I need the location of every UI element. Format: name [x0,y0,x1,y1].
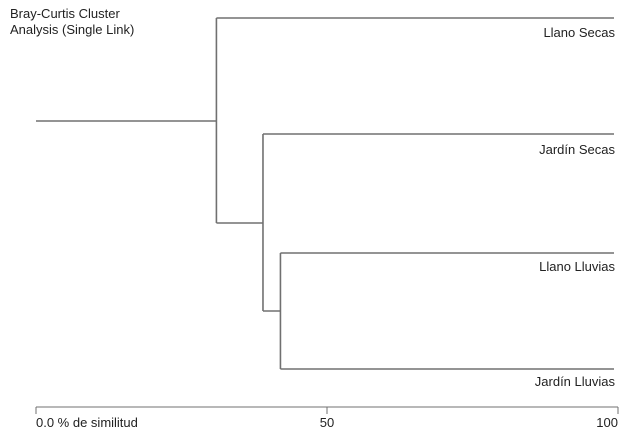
leaf-label-llano-lluvias: Llano Lluvias [539,259,615,274]
chart-title-line-1: Bray-Curtis Cluster [10,6,120,21]
leaf-label-llano-secas: Llano Secas [543,25,615,40]
axis-tick-label-100: 100 [596,415,618,430]
leaf-label-jardin-lluvias: Jardín Lluvias [535,374,616,389]
leaf-label-jardin-secas: Jardín Secas [539,142,615,157]
leaf-labels: Llano Secas Jardín Secas Llano Lluvias J… [535,25,616,389]
chart-title-line-2: Analysis (Single Link) [10,22,135,37]
axis-tick-label-0: 0.0 % de similitud [36,415,138,430]
chart-title: Bray-Curtis Cluster Analysis (Single Lin… [10,6,230,38]
axis-tick-label-50: 50 [320,415,334,430]
dendrogram-branches [36,17,614,370]
similarity-axis: 0.0 % de similitud 50 100 [35,406,619,430]
